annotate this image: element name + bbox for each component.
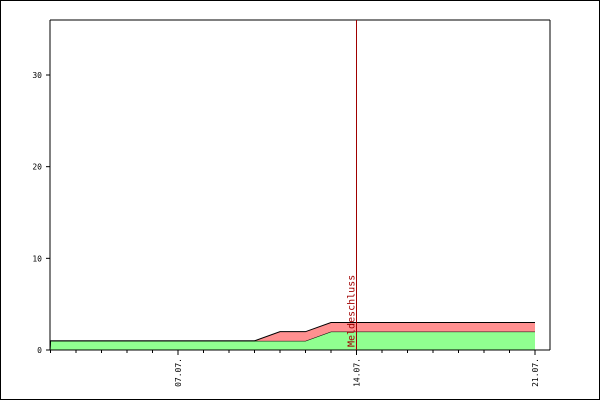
x-tick-label: 14.07. <box>353 358 362 387</box>
x-tick-label: 21.07. <box>531 358 540 387</box>
marker-label: Meldeschluss <box>347 275 358 347</box>
axes <box>49 19 551 351</box>
y-tick-label: 10 <box>32 254 42 263</box>
deadline-marker: Meldeschluss <box>347 20 358 350</box>
series-area-2 <box>50 322 535 350</box>
x-tick-label: 07.07. <box>174 358 183 387</box>
series-line-2 <box>49 322 535 351</box>
x-ticks: 07.07. 14.07. 21.07. <box>50 350 540 387</box>
series-areas <box>49 322 535 351</box>
y-tick-label: 30 <box>32 71 42 80</box>
y-tick-label: 20 <box>32 163 42 172</box>
series-area-1 <box>50 331 535 350</box>
y-ticks: 0 10 20 30 <box>32 71 50 355</box>
y-tick-label: 0 <box>37 346 42 355</box>
